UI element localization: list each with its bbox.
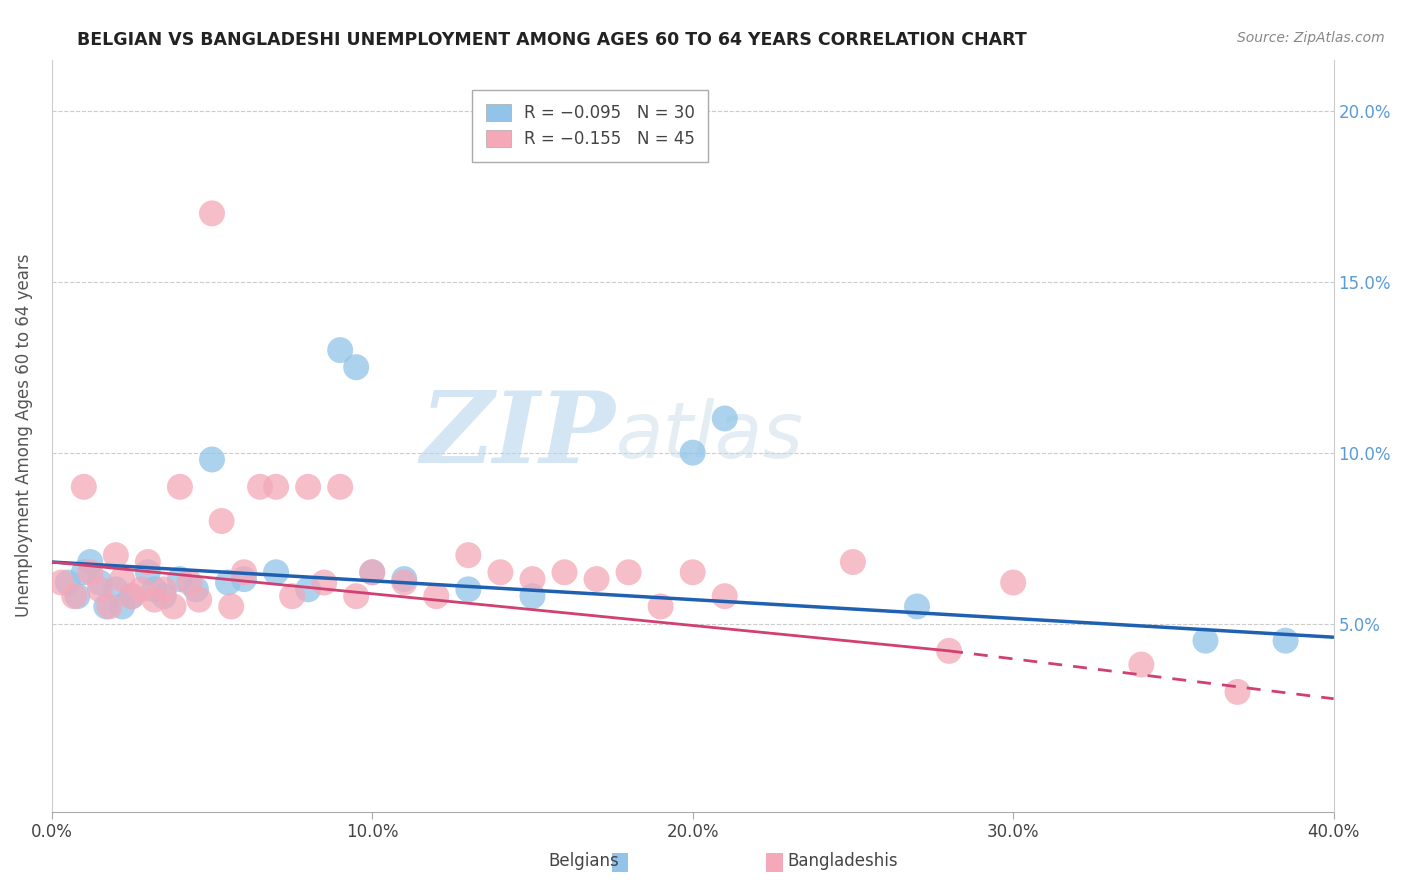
Point (457, 582, 479, 597)
Point (153, 582, 176, 597)
Point (188, 592, 211, 607)
Point (905, 599, 928, 614)
Point (585, 572, 607, 586)
Point (143, 592, 166, 607)
Point (233, 566, 256, 580)
Point (1130, 657, 1153, 672)
Point (111, 599, 134, 614)
Point (329, 343, 352, 358)
Point (219, 599, 242, 614)
Point (211, 514, 233, 528)
Point (314, 575, 336, 590)
Point (1194, 633, 1216, 648)
Text: Belgians: Belgians (548, 852, 619, 870)
Point (281, 589, 304, 603)
Point (344, 589, 367, 603)
Point (73, 480, 96, 494)
Point (63, 589, 86, 603)
Point (1226, 685, 1249, 699)
Point (143, 582, 166, 597)
Point (233, 572, 256, 586)
Point (522, 572, 544, 586)
Point (713, 411, 735, 425)
Point (66, 589, 89, 603)
Point (650, 599, 672, 614)
Text: Bangladeshis: Bangladeshis (787, 852, 898, 870)
Point (98, 599, 121, 614)
Point (89, 582, 111, 597)
Point (297, 480, 319, 494)
Point (121, 589, 143, 603)
Point (361, 566, 384, 580)
Point (344, 360, 367, 375)
Point (522, 589, 544, 603)
Point (682, 445, 704, 459)
Point (73, 566, 96, 580)
Point (56, 575, 79, 590)
Point (249, 480, 271, 494)
Point (136, 555, 159, 569)
Point (394, 575, 416, 590)
Point (329, 480, 352, 494)
Y-axis label: Unemployment Among Ages 60 to 64 years: Unemployment Among Ages 60 to 64 years (15, 254, 32, 617)
Point (264, 566, 287, 580)
Point (79, 555, 101, 569)
Point (179, 575, 201, 590)
Point (89, 575, 111, 590)
Text: atlas: atlas (616, 398, 804, 474)
Point (425, 589, 447, 603)
Point (682, 566, 704, 580)
Point (136, 566, 159, 580)
Point (201, 452, 224, 467)
Point (264, 480, 287, 494)
Point (361, 566, 384, 580)
Point (489, 566, 512, 580)
Point (457, 548, 479, 562)
Point (96, 599, 118, 614)
Point (217, 575, 239, 590)
Point (169, 572, 191, 586)
Point (131, 582, 153, 597)
Legend: R = −0.095   N = 30, R = −0.155   N = 45: R = −0.095 N = 30, R = −0.155 N = 45 (472, 90, 709, 161)
Point (104, 548, 127, 562)
Text: ZIP: ZIP (420, 387, 616, 483)
Point (713, 589, 735, 603)
Point (201, 206, 224, 220)
Point (1002, 575, 1025, 590)
Point (184, 582, 207, 597)
Point (162, 599, 184, 614)
Point (153, 589, 176, 603)
Text: Source: ZipAtlas.com: Source: ZipAtlas.com (1237, 31, 1385, 45)
Point (297, 582, 319, 597)
Point (104, 582, 127, 597)
Point (938, 644, 960, 658)
Point (121, 589, 143, 603)
Point (394, 572, 416, 586)
Point (51, 575, 73, 590)
Text: BELGIAN VS BANGLADESHI UNEMPLOYMENT AMONG AGES 60 TO 64 YEARS CORRELATION CHART: BELGIAN VS BANGLADESHI UNEMPLOYMENT AMON… (77, 31, 1026, 49)
Point (842, 555, 865, 569)
Point (617, 566, 640, 580)
Point (1274, 633, 1296, 648)
Point (79, 566, 101, 580)
Point (553, 566, 575, 580)
Point (169, 480, 191, 494)
Point (111, 572, 134, 586)
